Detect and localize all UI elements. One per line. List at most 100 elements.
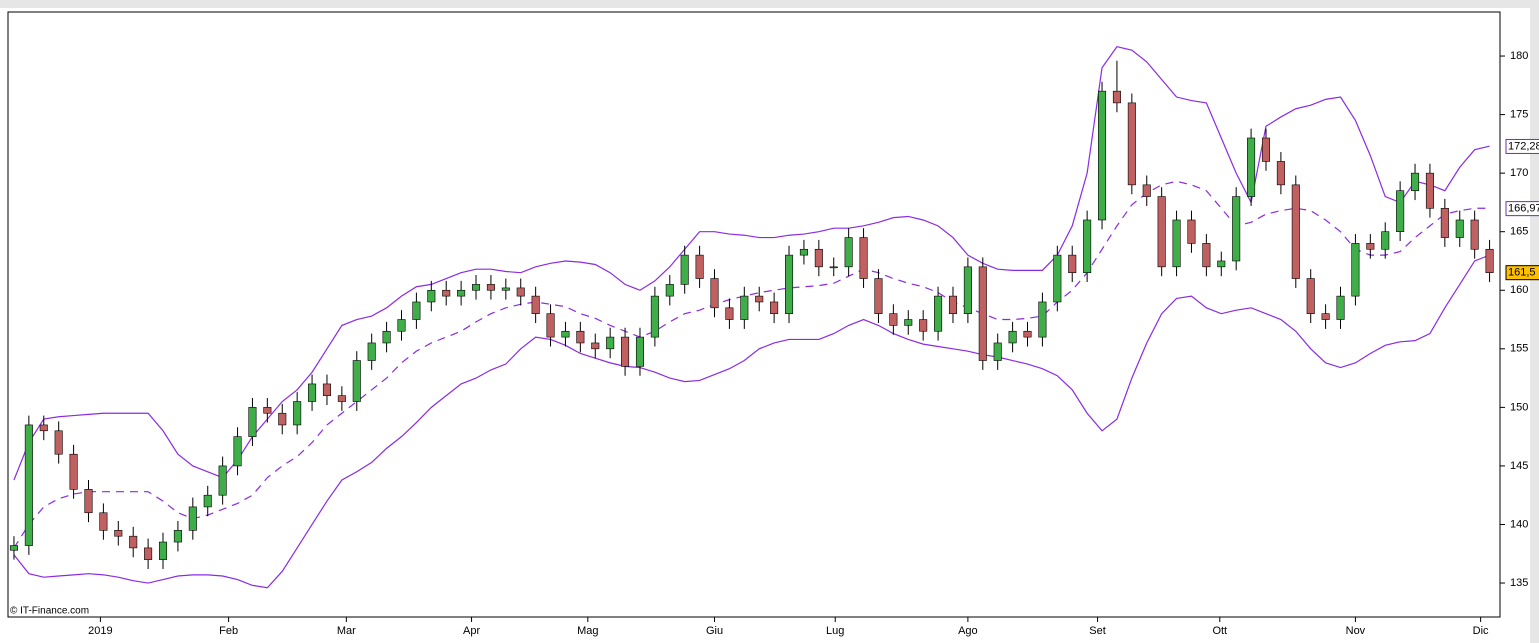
- candle-body: [471, 284, 481, 291]
- candle-body: [114, 530, 123, 537]
- candle-body: [382, 330, 391, 344]
- candle-body: [770, 301, 779, 314]
- candle-body: [233, 436, 242, 467]
- candle-body: [963, 266, 972, 314]
- x-tick-label: 2019: [88, 625, 112, 637]
- candle-body: [621, 336, 630, 367]
- candle-body: [844, 237, 853, 268]
- candle-body: [1112, 90, 1121, 104]
- candle-body: [1396, 190, 1405, 233]
- candle-body: [203, 494, 212, 508]
- y-tick-label: 175: [1510, 108, 1528, 120]
- candle-body: [785, 254, 794, 314]
- candle-body: [1217, 260, 1226, 268]
- side-strip: [1530, 8, 1539, 643]
- candle-body: [158, 541, 168, 560]
- y-tick-label: 170: [1510, 167, 1528, 179]
- candle-body: [1366, 243, 1375, 250]
- x-tick-label: Ott: [1212, 625, 1227, 637]
- candle-body: [24, 424, 33, 546]
- candle-body: [1440, 207, 1449, 238]
- y-tick-label: 140: [1510, 518, 1528, 530]
- candle-body: [1157, 196, 1166, 268]
- candle-body: [427, 289, 436, 303]
- candle-body: [1276, 161, 1285, 186]
- candle-body: [546, 313, 555, 338]
- candle-body: [919, 319, 928, 332]
- candle-body: [9, 545, 18, 551]
- candle-body: [218, 465, 227, 496]
- candle-body: [635, 336, 645, 367]
- last-value-label: 161,5: [1508, 267, 1536, 279]
- candle-body: [1142, 184, 1151, 197]
- band-line: [13, 254, 1490, 589]
- y-tick-label: 135: [1510, 577, 1528, 589]
- last-value-label: 166,97: [1508, 203, 1539, 215]
- candle-body: [54, 430, 63, 455]
- candle-body: [1053, 254, 1062, 303]
- candle-body: [904, 319, 913, 326]
- x-tick-label: Mar: [337, 625, 356, 637]
- last-value-label: 172,28: [1508, 140, 1539, 152]
- candle-body: [650, 295, 659, 338]
- candle-body: [710, 278, 719, 309]
- x-tick-label: Mag: [577, 625, 598, 637]
- candle-body: [278, 412, 287, 426]
- candle-body: [69, 453, 78, 490]
- candle-body: [889, 313, 898, 326]
- candle-body: [1321, 313, 1330, 320]
- candle-body: [531, 295, 540, 314]
- candle-body: [412, 301, 421, 320]
- candle-body: [516, 287, 525, 297]
- candle-body: [1127, 102, 1136, 186]
- candle-body: [352, 360, 361, 402]
- band-line: [13, 180, 1490, 549]
- last-value-box: [1505, 201, 1539, 217]
- candle-body: [39, 424, 48, 432]
- credit: © IT-Finance.com: [10, 606, 89, 617]
- candle-body: [248, 407, 257, 437]
- candle-body: [1083, 219, 1092, 273]
- candle-body: [293, 401, 302, 426]
- candle-body: [591, 342, 600, 350]
- candle-body: [1336, 295, 1345, 320]
- candle-body: [263, 407, 272, 414]
- candle-body: [814, 248, 823, 268]
- candle-body: [84, 489, 93, 514]
- candle-body: [1455, 219, 1464, 238]
- x-tick-label: Giu: [706, 625, 723, 637]
- candle-body: [367, 342, 376, 361]
- x-tick-label: Lug: [826, 625, 844, 637]
- candle-body: [1008, 330, 1017, 344]
- candle-body: [99, 512, 108, 531]
- x-tick-label: Dic: [1473, 625, 1489, 637]
- plot-frame: [7, 11, 1501, 618]
- candle-body: [799, 248, 808, 256]
- y-tick-label: 145: [1510, 460, 1528, 472]
- y-tick-label: 180: [1510, 50, 1528, 62]
- candle-body: [1172, 219, 1181, 268]
- candle-body: [1202, 243, 1211, 268]
- candle-body: [144, 547, 153, 560]
- candle-body: [308, 383, 317, 402]
- candle-body: [680, 254, 689, 285]
- candle-body: [501, 287, 510, 291]
- candle-body: [442, 289, 451, 297]
- candle-body: [740, 295, 749, 320]
- candle-body: [829, 266, 838, 269]
- candle-body: [725, 307, 734, 320]
- x-tick-label: Nov: [1346, 625, 1366, 637]
- candle-body: [173, 530, 182, 543]
- candle-body: [948, 295, 958, 314]
- y-tick-label: 150: [1510, 401, 1528, 413]
- candle-body: [1187, 219, 1196, 244]
- candle-body: [934, 295, 943, 332]
- y-tick-label: 160: [1510, 284, 1528, 296]
- candle-body: [1261, 137, 1271, 162]
- candle-body: [755, 295, 764, 303]
- candle-body: [1247, 137, 1256, 197]
- candle-body: [1411, 172, 1420, 192]
- candle-body: [606, 336, 615, 350]
- candle-body: [978, 266, 987, 361]
- candle-body: [322, 383, 331, 396]
